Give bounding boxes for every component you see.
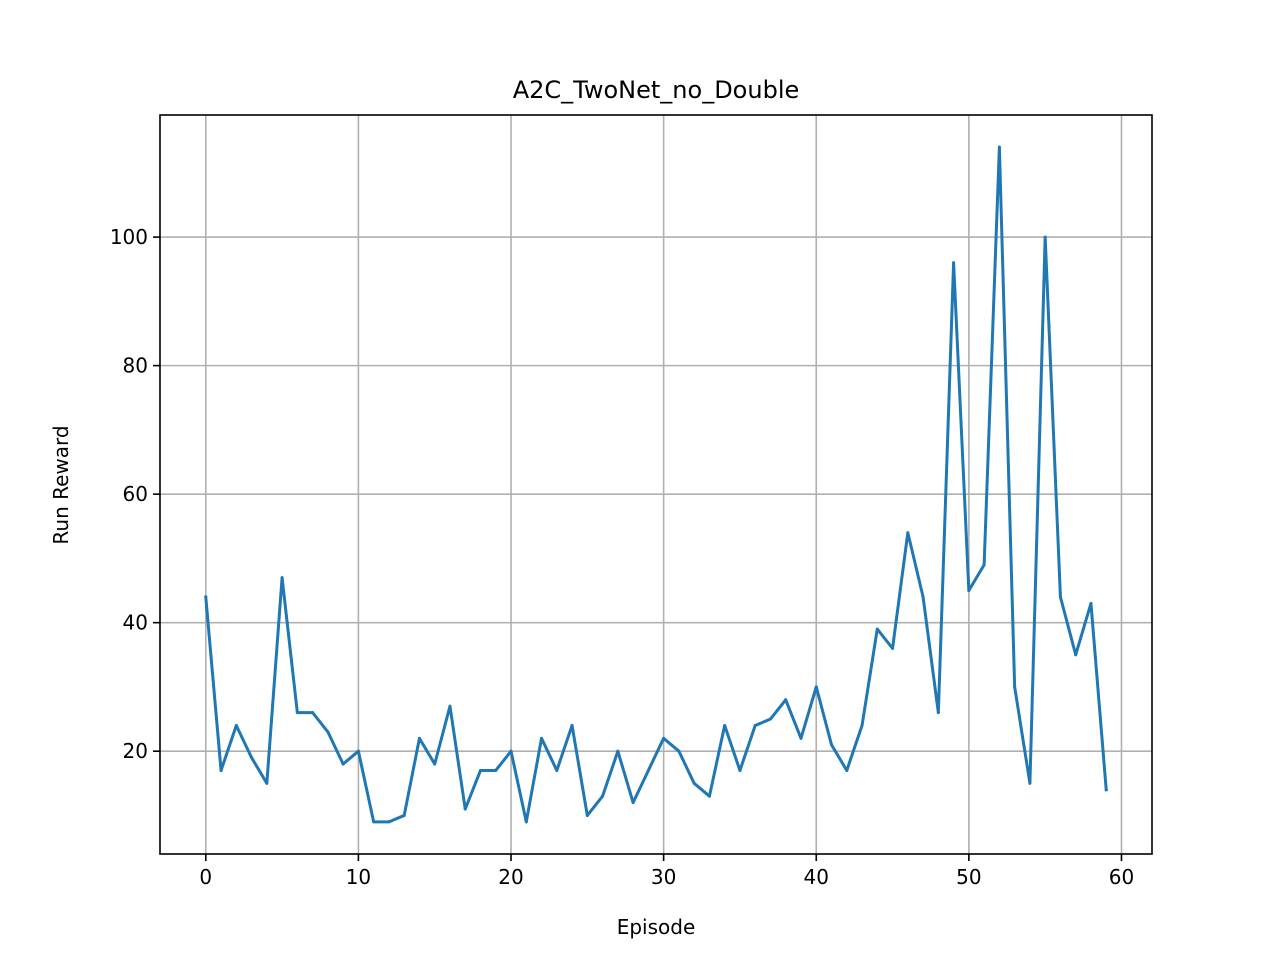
series-line <box>204 145 1108 824</box>
data-point <box>341 762 345 766</box>
data-point <box>387 820 391 824</box>
data-point <box>295 711 299 715</box>
data-point <box>830 743 834 747</box>
x-tick-label: 0 <box>199 865 212 889</box>
data-point <box>997 145 1001 149</box>
data-point <box>952 261 956 265</box>
data-point <box>555 768 559 772</box>
data-point <box>601 794 605 798</box>
x-tick-label: 60 <box>1109 865 1134 889</box>
data-point <box>891 646 895 650</box>
axis-ticks: 0 10 20 30 40 50 60 20 40 60 80 100 <box>110 225 1134 889</box>
data-point <box>707 794 711 798</box>
data-point <box>372 820 376 824</box>
data-point <box>936 711 940 715</box>
data-point <box>662 736 666 740</box>
data-point <box>784 698 788 702</box>
data-point <box>646 768 650 772</box>
data-point <box>967 589 971 593</box>
x-tick-label: 10 <box>346 865 371 889</box>
data-point <box>860 723 864 727</box>
data-point <box>616 749 620 753</box>
data-point <box>1074 653 1078 657</box>
data-point <box>265 781 269 785</box>
data-point <box>311 711 315 715</box>
data-point <box>509 749 513 753</box>
data-point <box>570 723 574 727</box>
data-point <box>280 576 284 580</box>
data-point <box>494 768 498 772</box>
data-point <box>326 730 330 734</box>
data-point <box>875 627 879 631</box>
y-axis-label: Run Reward <box>49 425 73 544</box>
data-point <box>1089 601 1093 605</box>
data-point <box>478 768 482 772</box>
x-tick-label: 40 <box>804 865 829 889</box>
data-point <box>799 736 803 740</box>
data-point <box>250 756 254 760</box>
data-point <box>234 723 238 727</box>
y-tick-label: 80 <box>123 354 148 378</box>
y-tick-label: 100 <box>110 225 148 249</box>
x-tick-label: 30 <box>651 865 676 889</box>
y-tick-label: 20 <box>123 739 148 763</box>
data-series <box>204 145 1108 824</box>
data-point <box>1028 781 1032 785</box>
data-point <box>356 749 360 753</box>
x-axis-label: Episode <box>617 915 696 939</box>
data-point <box>921 595 925 599</box>
y-tick-label: 40 <box>123 611 148 635</box>
data-point <box>524 820 528 824</box>
x-tick-label: 50 <box>956 865 981 889</box>
data-point <box>463 807 467 811</box>
data-point <box>677 749 681 753</box>
data-point <box>982 563 986 567</box>
data-point <box>433 762 437 766</box>
data-point <box>631 801 635 805</box>
data-point <box>753 723 757 727</box>
y-tick-label: 60 <box>123 482 148 506</box>
data-point <box>540 736 544 740</box>
data-point <box>204 595 208 599</box>
data-point <box>1013 685 1017 689</box>
data-point <box>738 768 742 772</box>
data-point <box>692 781 696 785</box>
x-tick-label: 20 <box>498 865 523 889</box>
data-point <box>1043 235 1047 239</box>
data-point <box>417 736 421 740</box>
data-point <box>1104 788 1108 792</box>
data-point <box>448 704 452 708</box>
data-point <box>814 685 818 689</box>
plot-frame <box>159 114 1153 855</box>
data-point <box>768 717 772 721</box>
data-point <box>1058 595 1062 599</box>
data-point <box>219 768 223 772</box>
data-point <box>402 813 406 817</box>
chart-title: A2C_TwoNet_no_Double <box>513 76 800 104</box>
data-point <box>845 768 849 772</box>
data-point <box>585 813 589 817</box>
data-point <box>723 723 727 727</box>
data-point <box>906 531 910 535</box>
